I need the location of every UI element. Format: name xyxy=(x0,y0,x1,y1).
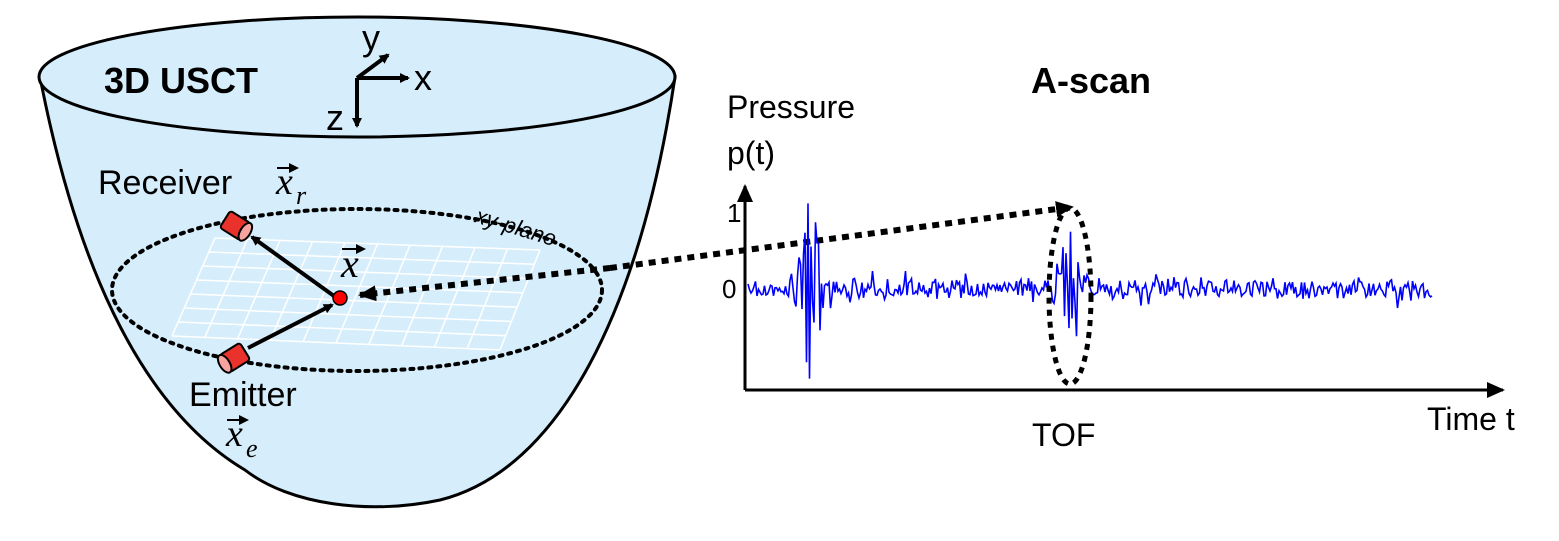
tof-link-arrow-left xyxy=(358,265,611,302)
point-to-receiver-arrow xyxy=(250,235,336,298)
emitter-label: Emitter xyxy=(189,376,297,414)
axis-y-label: y xyxy=(362,17,380,58)
receiver-transducer-icon xyxy=(219,210,254,242)
axis-triad xyxy=(352,53,410,128)
emitter-sub: e xyxy=(246,434,258,463)
point-var: x xyxy=(340,241,359,286)
receiver-sub: r xyxy=(296,181,307,210)
emitter-transducer-icon xyxy=(216,342,251,374)
ascan-tick-0: 0 xyxy=(722,274,736,304)
emitter-to-point-arrow xyxy=(247,303,334,350)
receiver-label: Receiver xyxy=(98,164,232,202)
ascan-tick-1: 1 xyxy=(727,198,741,228)
axis-x-label: x xyxy=(414,57,432,98)
xy-plane-ellipse xyxy=(110,207,604,373)
tof-link-arrow-right xyxy=(609,201,1074,271)
tof-label: TOF xyxy=(1032,417,1095,453)
ascan-title: A-scan xyxy=(1031,60,1151,101)
axis-z-label: z xyxy=(326,97,344,138)
receiver-var: x xyxy=(275,161,293,203)
ascan-xlabel: Time t xyxy=(1427,401,1515,437)
tof-highlight-ellipse xyxy=(1046,205,1094,387)
ascan-signal xyxy=(747,203,1433,379)
usct-title: 3D USCT xyxy=(104,60,258,101)
ascan-ylabel-2: p(t) xyxy=(727,135,775,171)
emitter-var: x xyxy=(225,413,243,455)
point-x-marker xyxy=(332,290,348,306)
ascan-ylabel-1: Pressure xyxy=(727,89,855,125)
